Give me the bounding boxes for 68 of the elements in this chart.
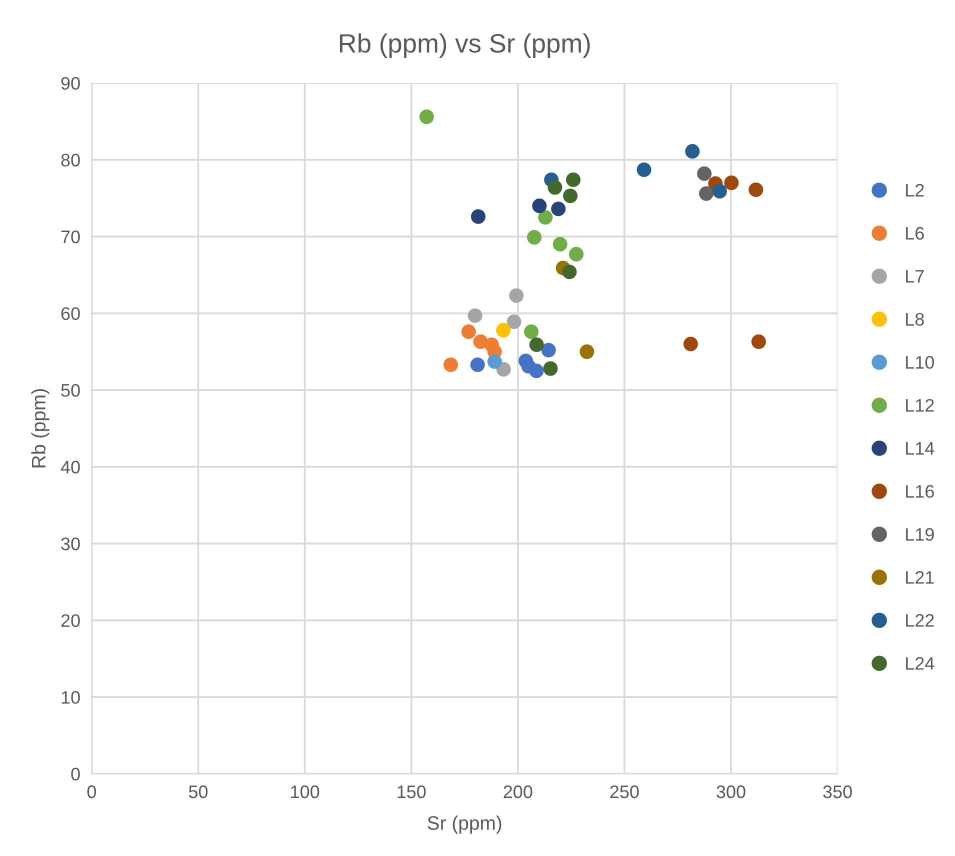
point	[529, 364, 544, 378]
legend-label: L10	[906, 356, 934, 369]
y-tick-label: 0	[71, 768, 80, 781]
legend-label: L14	[906, 442, 934, 455]
point	[506, 314, 522, 330]
legend-label: L12	[906, 398, 934, 412]
point	[487, 354, 502, 369]
y-tick-label: 10	[62, 691, 80, 704]
x-tick-label: 50	[188, 785, 208, 798]
legend-label: L24	[906, 657, 934, 670]
chart-title: Rb (ppm) vs Sr (ppm)	[340, 33, 590, 58]
legend-label: L22	[906, 614, 934, 627]
point	[470, 357, 485, 372]
point	[529, 337, 544, 352]
point	[580, 344, 594, 359]
x-tick-label: 300	[716, 785, 746, 798]
point	[496, 322, 511, 338]
point	[712, 184, 727, 199]
point	[532, 198, 547, 214]
y-tick-label: 80	[61, 154, 80, 167]
point	[541, 342, 556, 358]
point	[468, 308, 482, 323]
point	[551, 202, 566, 216]
point	[538, 210, 553, 225]
legend-label: L21	[906, 571, 934, 584]
x-tick-label: 350	[823, 785, 852, 798]
point	[568, 246, 584, 262]
y-tick-label: 40	[60, 460, 80, 474]
point	[562, 264, 577, 280]
point	[566, 172, 581, 188]
point	[419, 110, 434, 124]
point	[751, 334, 766, 349]
point	[543, 361, 558, 376]
point	[509, 288, 524, 303]
point	[685, 144, 700, 159]
legend-label: L19	[906, 528, 934, 541]
point	[552, 236, 568, 252]
legend-label: L7	[906, 270, 924, 283]
point	[524, 324, 539, 339]
y-tick-label: 50	[61, 384, 80, 397]
x-tick-label: 150	[398, 785, 426, 798]
point	[563, 188, 578, 204]
y-tick-label: 20	[61, 614, 80, 628]
point	[548, 180, 562, 195]
y-tick-label: 70	[61, 230, 80, 244]
x-axis-title: Sr (ppm)	[428, 816, 502, 834]
y-axis-title: Rb (ppm)	[31, 389, 50, 468]
point	[443, 357, 458, 372]
legend-label: L6	[906, 226, 924, 240]
point	[697, 166, 712, 181]
y-tick-label: 60	[61, 307, 80, 320]
y-tick-label: 30	[61, 537, 80, 550]
point	[527, 230, 542, 245]
point	[636, 162, 652, 178]
point	[748, 182, 764, 198]
x-tick-label: 200	[504, 785, 532, 798]
legend-label: L8	[906, 312, 924, 326]
x-tick-label: 0	[87, 785, 96, 798]
y-tick-label: 90	[61, 76, 80, 90]
point	[470, 209, 486, 224]
legend-label: L16	[906, 485, 934, 498]
point	[698, 186, 714, 201]
legend-label: L2	[906, 184, 924, 197]
point	[683, 336, 698, 352]
point	[724, 176, 739, 190]
x-tick-label: 250	[610, 785, 639, 798]
point	[461, 324, 476, 339]
x-tick-label: 100	[291, 785, 320, 798]
